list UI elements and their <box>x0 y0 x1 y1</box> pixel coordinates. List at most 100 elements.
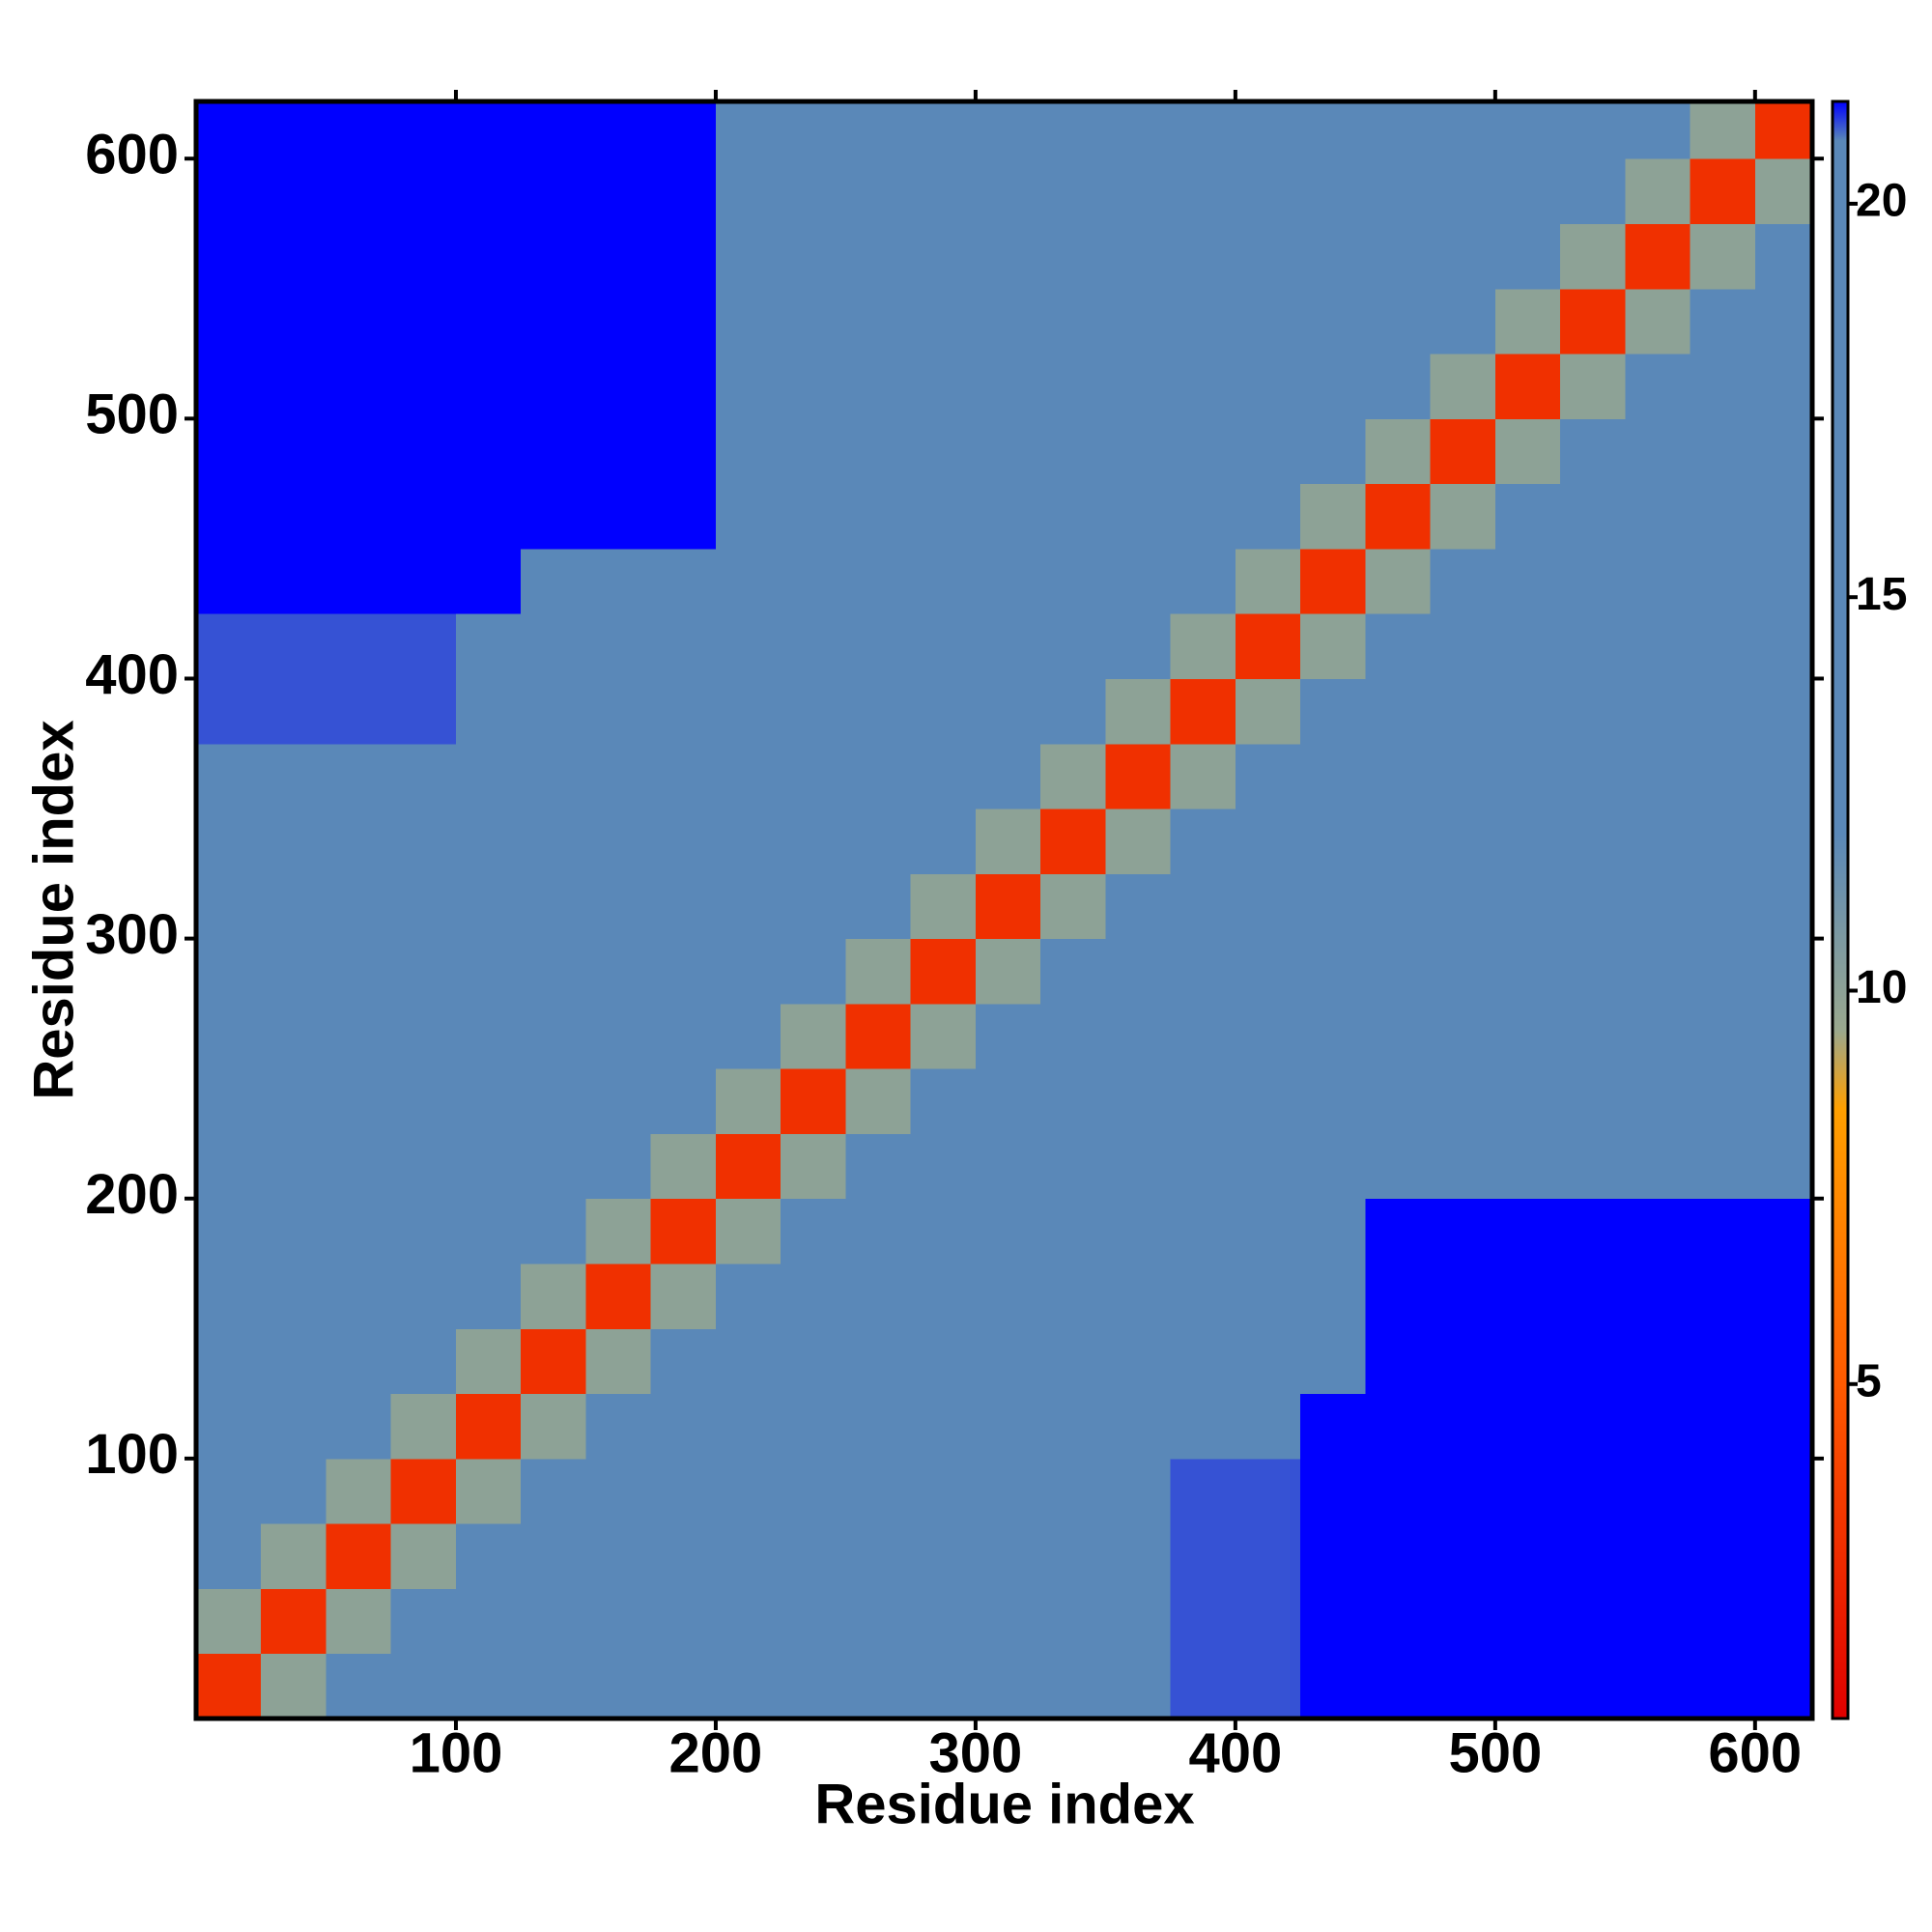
cell <box>1300 223 1366 290</box>
cell <box>781 873 846 940</box>
cell <box>521 1003 586 1069</box>
cell <box>1494 1003 1561 1069</box>
cell <box>1560 354 1626 419</box>
cell <box>1170 809 1236 874</box>
cell <box>1430 483 1496 550</box>
cell <box>326 354 392 419</box>
cell <box>781 288 846 355</box>
cell <box>1494 1588 1561 1655</box>
cell <box>326 613 392 679</box>
cell <box>845 101 912 159</box>
cell <box>1235 101 1301 159</box>
cell <box>910 1328 977 1395</box>
cell <box>975 1328 1041 1395</box>
cell <box>1754 1198 1812 1264</box>
cell <box>845 873 912 940</box>
cell <box>1494 354 1561 419</box>
cell <box>1754 613 1812 679</box>
cell <box>715 1264 781 1329</box>
cell <box>975 1588 1041 1655</box>
cell <box>1365 158 1432 224</box>
cell <box>326 1393 392 1460</box>
cell <box>1235 483 1301 550</box>
cell <box>390 873 457 940</box>
cell <box>196 1328 262 1395</box>
cell <box>781 1068 846 1134</box>
cell <box>1430 288 1496 355</box>
cell <box>1690 613 1756 679</box>
cell <box>585 1003 652 1069</box>
cell <box>1625 483 1691 550</box>
cell <box>1170 223 1236 290</box>
cell <box>196 1133 262 1200</box>
cell <box>845 1264 912 1329</box>
cell <box>1105 809 1172 874</box>
cell <box>1040 1133 1106 1200</box>
cell <box>455 548 522 614</box>
cell <box>521 1523 586 1589</box>
cell <box>326 873 392 940</box>
cell <box>1040 809 1106 874</box>
cell <box>1690 1264 1756 1329</box>
cell <box>585 1653 652 1719</box>
cell <box>1365 1523 1432 1589</box>
cell <box>390 613 457 679</box>
cell <box>1430 1003 1496 1069</box>
cell <box>845 158 912 224</box>
cell <box>1754 223 1812 290</box>
cell <box>196 158 262 224</box>
cell <box>1494 1198 1561 1264</box>
cell <box>1690 938 1756 1005</box>
cell <box>975 101 1041 159</box>
cell <box>1105 613 1172 679</box>
cell <box>845 1328 912 1395</box>
cell <box>521 223 586 290</box>
cell <box>326 418 392 485</box>
cell <box>910 938 977 1005</box>
cell <box>1040 1523 1106 1589</box>
cell <box>975 1068 1041 1134</box>
cell <box>1754 483 1812 550</box>
cell <box>455 1003 522 1069</box>
cell <box>975 1653 1041 1719</box>
cell <box>1494 223 1561 290</box>
cell <box>1170 1133 1236 1200</box>
cell <box>650 1264 717 1329</box>
cell <box>1235 354 1301 419</box>
cell <box>1754 1393 1812 1460</box>
cell <box>1170 1393 1236 1460</box>
cell <box>1754 101 1812 159</box>
x-tick-label: 100 <box>410 1721 503 1784</box>
cell <box>975 613 1041 679</box>
cell <box>910 613 977 679</box>
cell <box>1690 1653 1756 1719</box>
cell <box>261 288 327 355</box>
cell <box>390 1588 457 1655</box>
x-tick-label: 400 <box>1188 1721 1282 1784</box>
cell <box>585 678 652 745</box>
cell <box>1300 1003 1366 1069</box>
cell <box>781 1328 846 1395</box>
cell <box>1300 613 1366 679</box>
cell <box>975 1003 1041 1069</box>
cell <box>585 483 652 550</box>
cell <box>1494 1133 1561 1200</box>
cell <box>1365 873 1432 940</box>
cell <box>1430 1068 1496 1134</box>
cell <box>1560 158 1626 224</box>
cell <box>1170 1003 1236 1069</box>
cell <box>910 1523 977 1589</box>
cell <box>521 1264 586 1329</box>
cell <box>585 1328 652 1395</box>
cell <box>975 1264 1041 1329</box>
cell <box>1040 938 1106 1005</box>
cell <box>1170 483 1236 550</box>
cell <box>196 1523 262 1589</box>
cell <box>715 1328 781 1395</box>
y-axis-label: Residue index <box>22 720 85 1099</box>
cell <box>975 743 1041 810</box>
cell <box>390 483 457 550</box>
cell <box>910 101 977 159</box>
cell <box>650 548 717 614</box>
cell <box>196 678 262 745</box>
